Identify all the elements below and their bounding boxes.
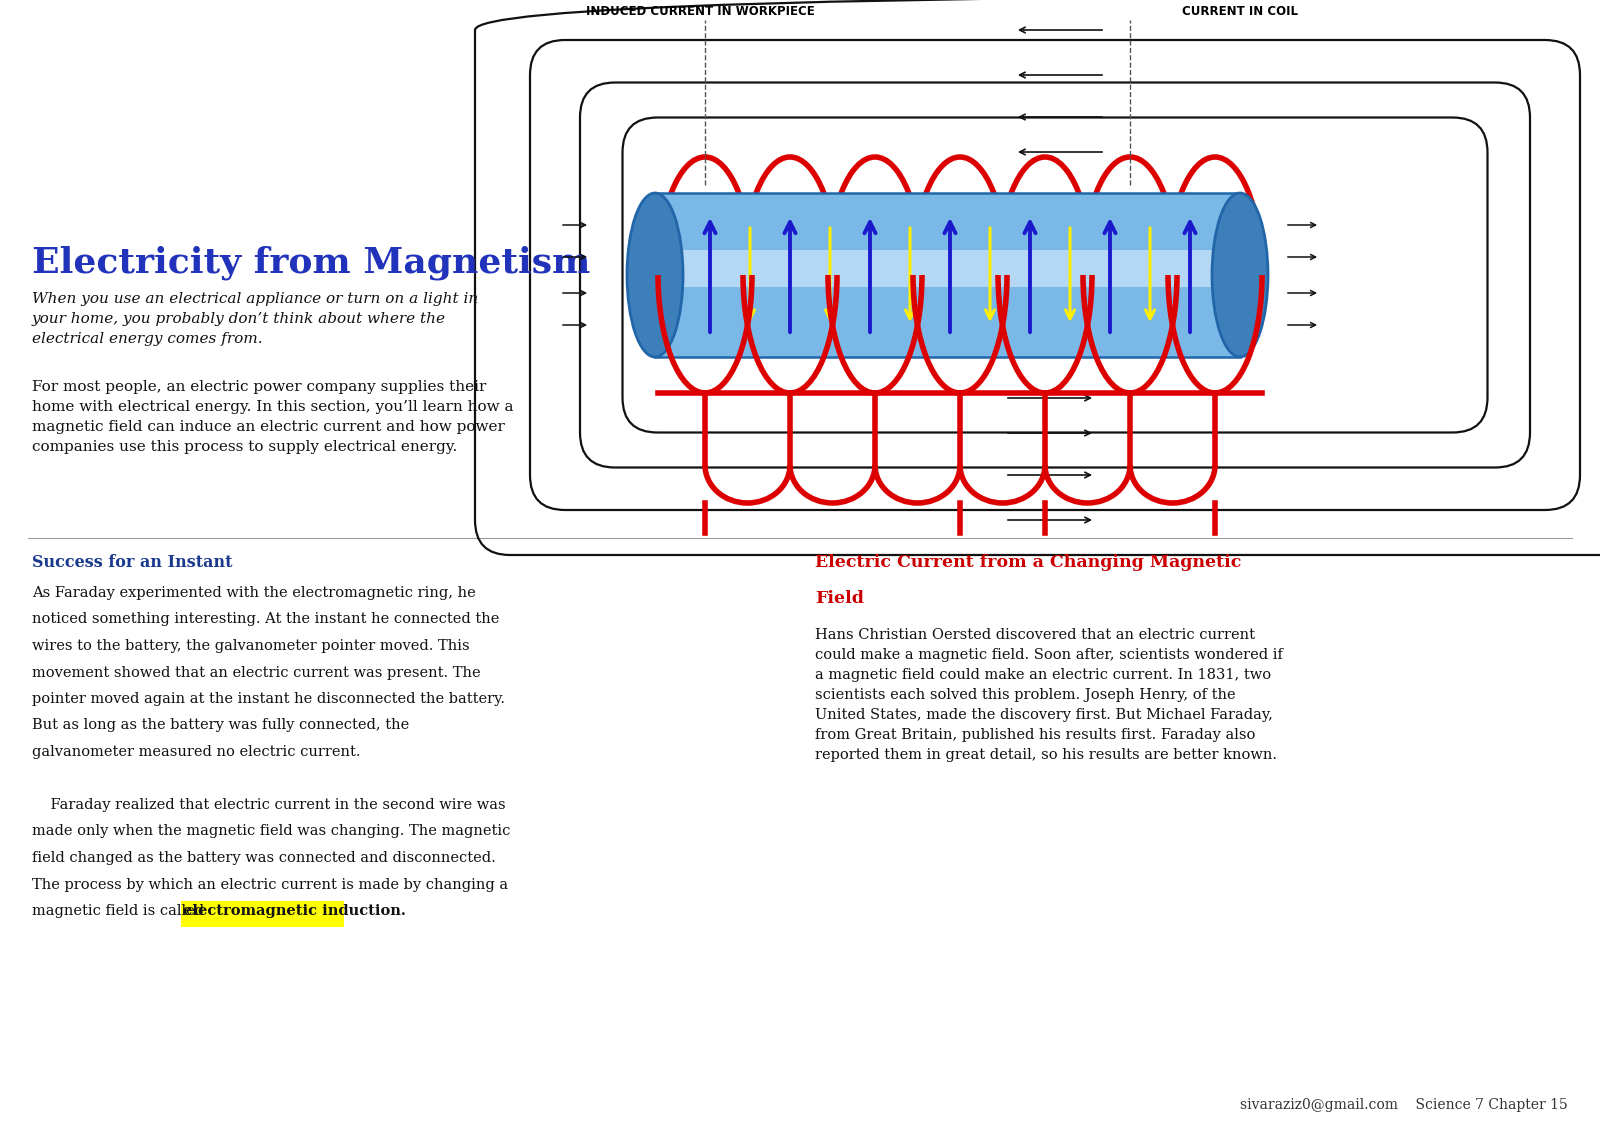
Text: The process by which an electric current is made by changing a: The process by which an electric current… xyxy=(32,878,509,892)
Text: field changed as the battery was connected and disconnected.: field changed as the battery was connect… xyxy=(32,851,496,864)
Text: When you use an electrical appliance or turn on a light in
your home, you probab: When you use an electrical appliance or … xyxy=(32,292,478,346)
Text: Electricity from Magnetism: Electricity from Magnetism xyxy=(32,245,590,279)
Text: magnetic field is called: magnetic field is called xyxy=(32,904,208,918)
Text: But as long as the battery was fully connected, the: But as long as the battery was fully con… xyxy=(32,719,410,732)
Text: Faraday realized that electric current in the second wire was: Faraday realized that electric current i… xyxy=(32,798,506,812)
Bar xyxy=(654,193,1240,357)
Text: electromagnetic induction.: electromagnetic induction. xyxy=(184,904,406,918)
Text: pointer moved again at the instant he disconnected the battery.: pointer moved again at the instant he di… xyxy=(32,692,506,706)
Bar xyxy=(181,901,344,927)
Ellipse shape xyxy=(627,193,683,357)
Text: Hans Christian Oersted discovered that an electric current
could make a magnetic: Hans Christian Oersted discovered that a… xyxy=(814,628,1283,763)
Text: INDUCED CURRENT IN WORKPIECE: INDUCED CURRENT IN WORKPIECE xyxy=(586,5,814,18)
Text: noticed something interesting. At the instant he connected the: noticed something interesting. At the in… xyxy=(32,612,499,626)
Text: Field: Field xyxy=(814,590,864,607)
Text: As Faraday experimented with the electromagnetic ring, he: As Faraday experimented with the electro… xyxy=(32,586,475,600)
Bar xyxy=(654,251,1240,287)
Text: wires to the battery, the galvanometer pointer moved. This: wires to the battery, the galvanometer p… xyxy=(32,638,470,653)
Text: Success for an Instant: Success for an Instant xyxy=(32,554,232,571)
Text: Electric Current from a Changing Magnetic: Electric Current from a Changing Magneti… xyxy=(814,554,1242,571)
Text: CURRENT IN COIL: CURRENT IN COIL xyxy=(1182,5,1298,18)
Ellipse shape xyxy=(1213,193,1267,357)
Text: movement showed that an electric current was present. The: movement showed that an electric current… xyxy=(32,666,480,679)
Text: MAGNETIC FIELD: MAGNETIC FIELD xyxy=(1003,0,1147,3)
Text: sivaraziz0@gmail.com    Science 7 Chapter 15: sivaraziz0@gmail.com Science 7 Chapter 1… xyxy=(1240,1098,1568,1112)
Text: For most people, an electric power company supplies their
home with electrical e: For most people, an electric power compa… xyxy=(32,380,514,454)
Text: galvanometer measured no electric current.: galvanometer measured no electric curren… xyxy=(32,745,360,759)
Text: made only when the magnetic field was changing. The magnetic: made only when the magnetic field was ch… xyxy=(32,825,510,838)
